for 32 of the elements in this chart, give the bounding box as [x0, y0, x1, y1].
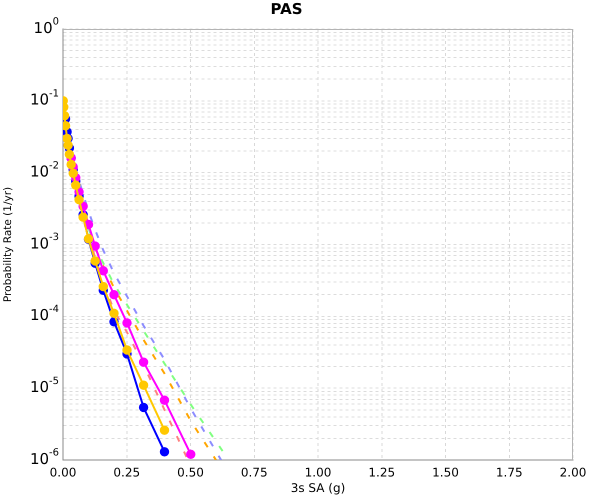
x-tick-label: 0.75: [240, 465, 268, 480]
point: [74, 195, 84, 204]
x-tick-label: 1.25: [368, 465, 396, 480]
y-axis-title: Probability Rate (1/yr): [2, 186, 14, 302]
point: [160, 447, 170, 457]
x-tick-label: 0.00: [50, 465, 76, 480]
point: [138, 402, 148, 412]
x-tick-label: 1.00: [304, 465, 332, 480]
point: [98, 282, 108, 292]
point: [71, 180, 80, 190]
point: [64, 150, 74, 160]
point: [122, 318, 132, 328]
x-axis-title: 3s SA (g): [290, 480, 346, 495]
point: [98, 266, 108, 276]
point: [109, 290, 119, 300]
point: [122, 345, 132, 355]
point: [109, 308, 119, 318]
chart-title: PAS: [270, 0, 303, 18]
x-tick-label: 1.50: [432, 465, 459, 480]
point: [138, 357, 148, 367]
x-tick-label: 0.25: [113, 465, 140, 480]
x-tick-label: 0.50: [177, 465, 204, 480]
x-tick-label: 1.75: [496, 465, 523, 480]
x-tick-label: 2.00: [560, 465, 586, 480]
point: [68, 168, 78, 178]
point: [78, 212, 88, 222]
point: [63, 140, 73, 150]
point: [160, 396, 170, 405]
point: [66, 160, 76, 170]
point: [186, 450, 196, 460]
point: [160, 425, 170, 435]
point: [138, 380, 148, 390]
